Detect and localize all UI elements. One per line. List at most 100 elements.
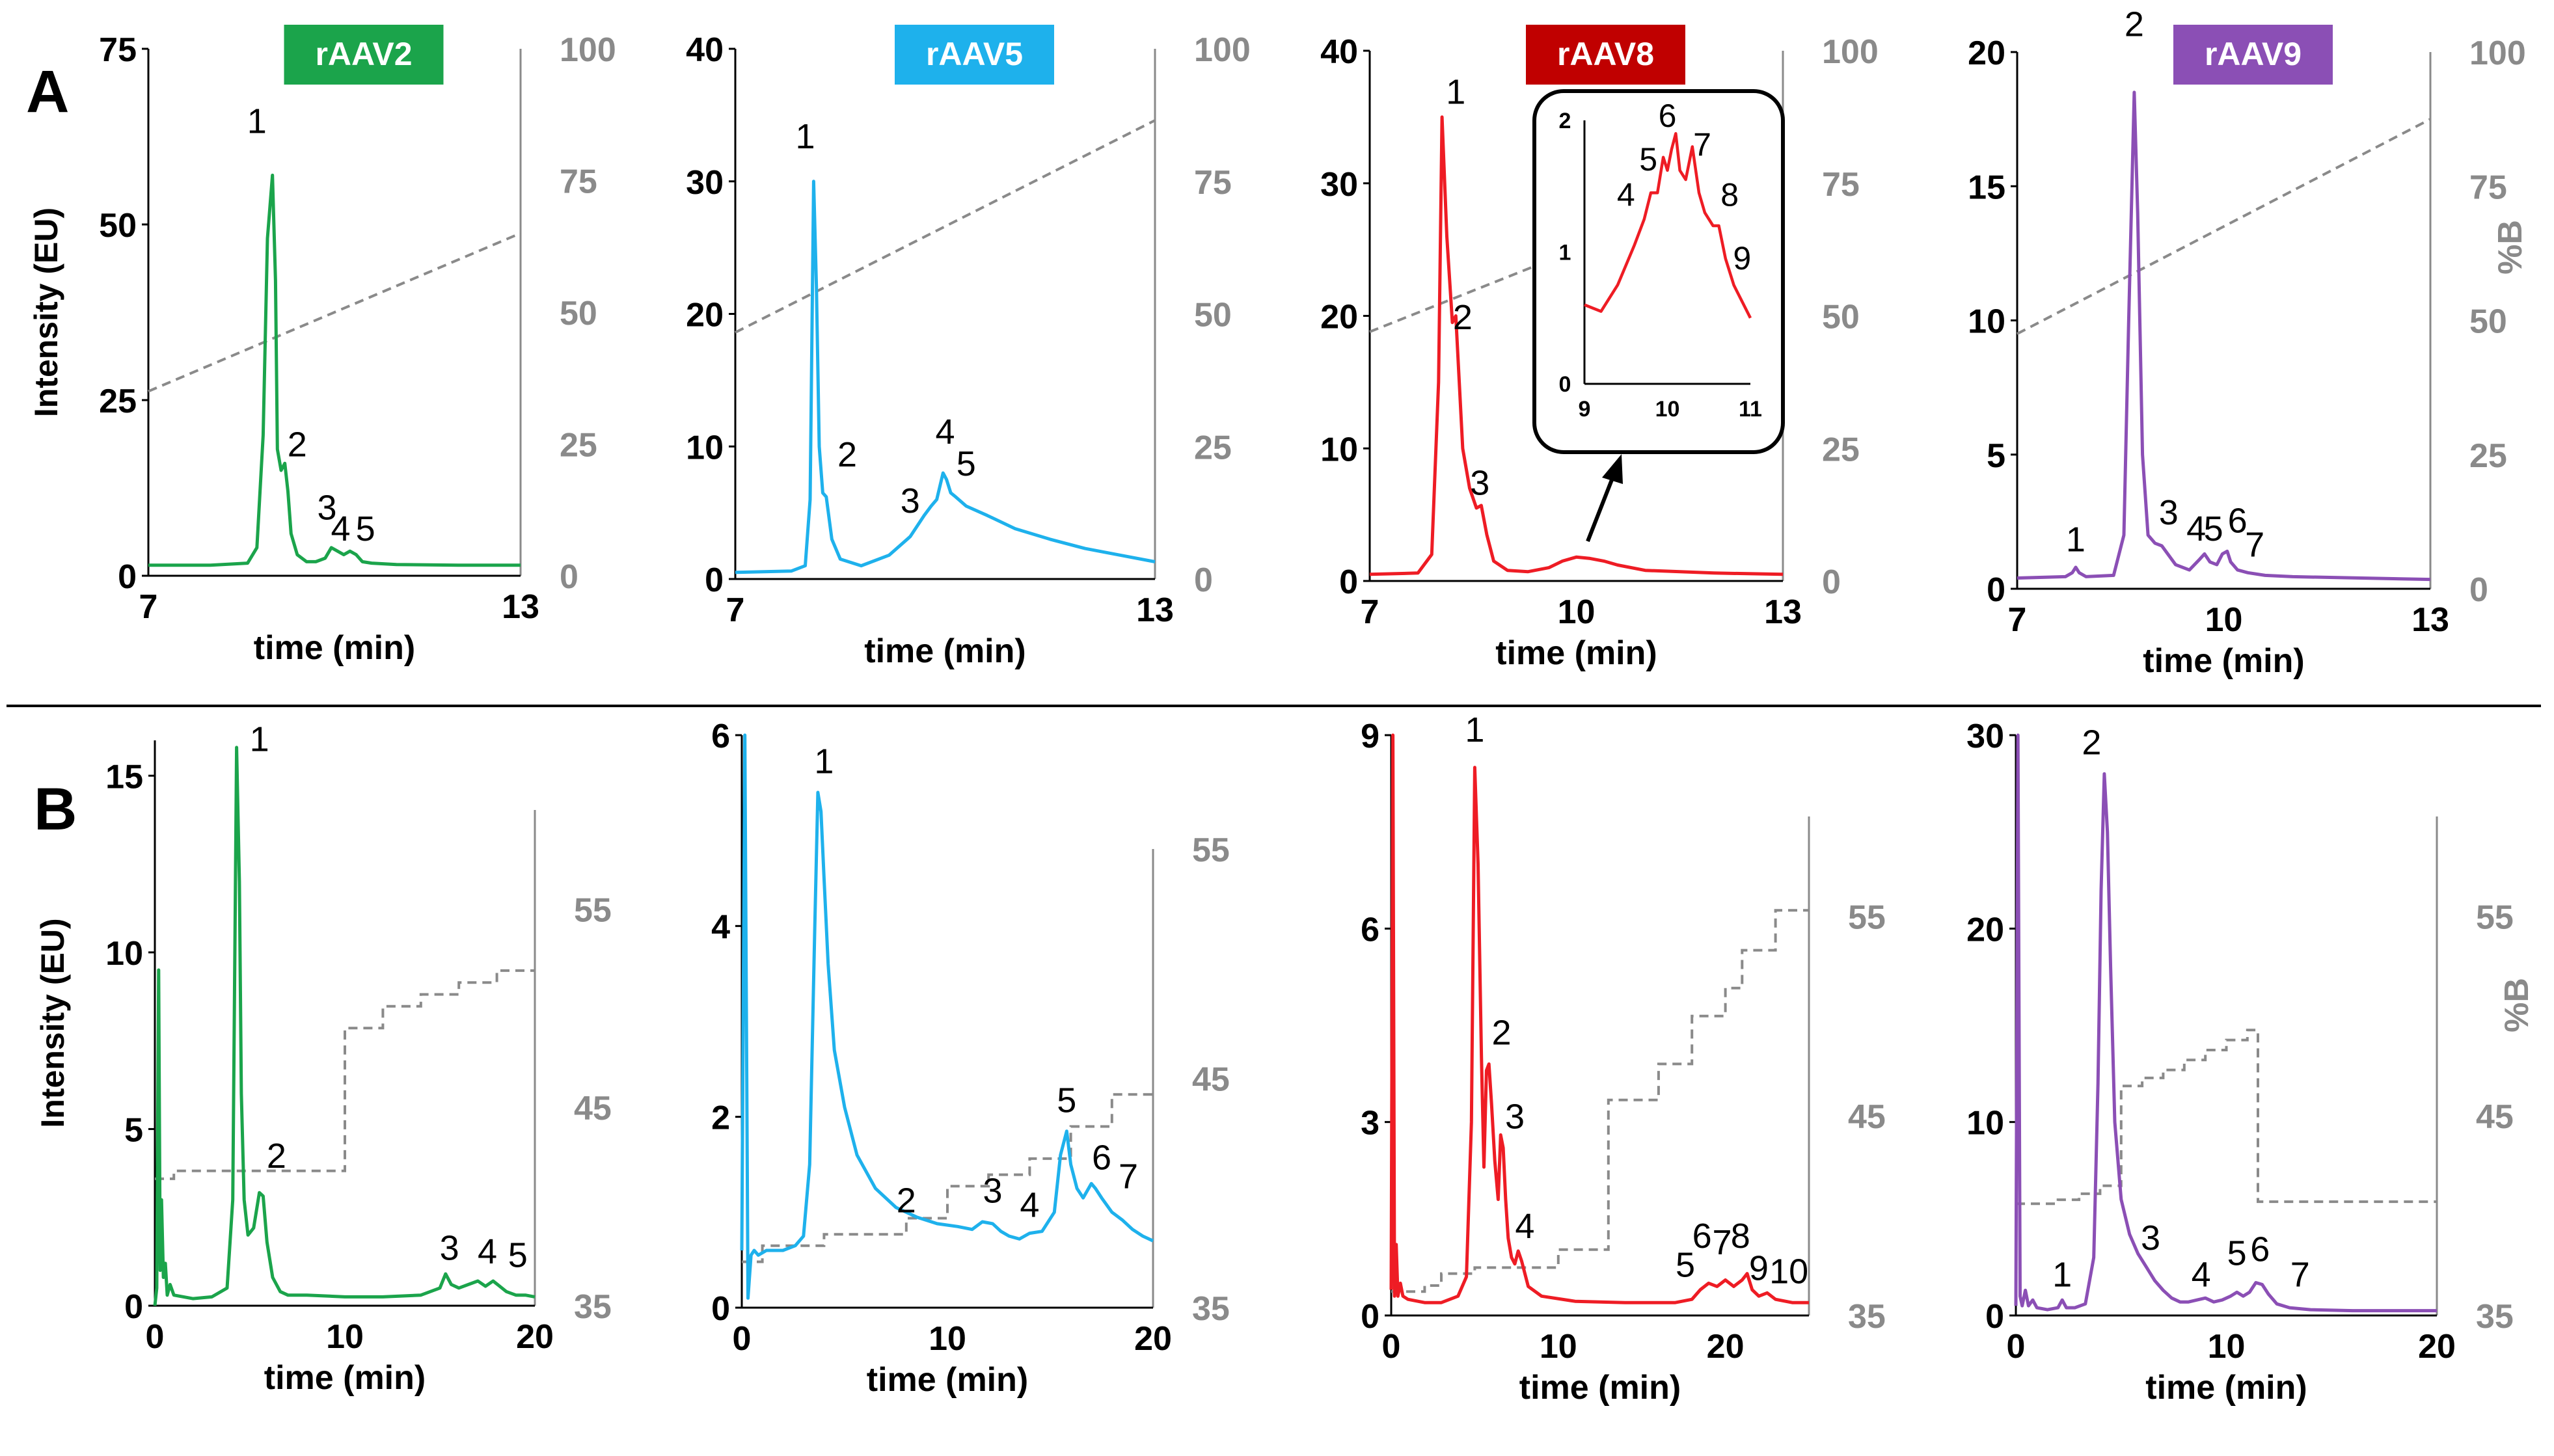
y-tick-label: 0	[1339, 563, 1358, 601]
x-tick-label: 0	[733, 1320, 752, 1358]
x-tick-label: 13	[1136, 591, 1174, 629]
badge-background	[284, 25, 444, 85]
badge-raav2: rAAV2	[284, 25, 444, 85]
peak-label: 5	[1676, 1246, 1695, 1285]
peak-label: 2	[288, 425, 307, 464]
y2-tick-label: 100	[1194, 31, 1251, 69]
y-tick-label: 20	[1966, 911, 2004, 949]
y2-tick-label: 35	[1192, 1290, 1230, 1328]
y2-tick-label: 45	[1848, 1098, 1886, 1136]
y-tick-label: 0	[705, 561, 724, 599]
peak-label: 2	[267, 1137, 286, 1176]
peak-label: 2	[2082, 723, 2101, 762]
inset-y-tick-label: 1	[1559, 241, 1571, 265]
y-tick-label: 5	[124, 1111, 143, 1149]
x-tick-label: 7	[139, 588, 158, 626]
y2-tick-label: 100	[1822, 33, 1879, 71]
gradient-line	[1391, 909, 1809, 1293]
badge-label: rAAV5	[926, 36, 1023, 72]
y-tick-label: 10	[1968, 303, 2005, 341]
y-tick-label: 0	[124, 1288, 143, 1326]
x-tick-label: 10	[929, 1320, 966, 1358]
gradient-line	[2017, 118, 2431, 335]
inset-series-line	[1584, 132, 1752, 319]
x-tick-label: 10	[2208, 1328, 2246, 1366]
y-tick-label: 15	[1968, 169, 2005, 206]
badge-raav5: rAAV5	[895, 25, 1054, 85]
x-tick-label: 13	[2411, 601, 2449, 639]
y2-tick-label: 0	[2469, 571, 2488, 609]
peak-label: 5	[508, 1235, 528, 1274]
peak-label: 1	[2052, 1255, 2072, 1294]
series-line-raav2	[148, 173, 521, 567]
peak-label: 3	[2141, 1219, 2160, 1258]
y-tick-label: 40	[1320, 33, 1358, 71]
badge-raav8: rAAV8	[1526, 25, 1685, 85]
y-tick-label: 0	[1987, 571, 2005, 609]
y-axis-label: Intensity (EU)	[28, 208, 64, 417]
y-tick-label: 6	[1361, 911, 1379, 949]
gradient-line	[742, 1093, 1153, 1263]
x-axis-label: time (min)	[2143, 642, 2304, 680]
gradient-line	[2016, 1029, 2437, 1206]
peak-label: 8	[1731, 1217, 1750, 1256]
inset-x-tick-label: 9	[1579, 397, 1591, 422]
x-tick-label: 20	[2418, 1328, 2456, 1366]
x-axis-label: time (min)	[264, 1359, 426, 1397]
badge-raav9: rAAV9	[2173, 25, 2333, 85]
peak-label: 2	[1453, 298, 1473, 337]
peak-label: 3	[2159, 493, 2179, 532]
x-tick-label: 13	[1764, 593, 1802, 631]
y-tick-label: 0	[711, 1290, 730, 1328]
inset-y-tick-label: 0	[1559, 372, 1571, 397]
peak-label: 6	[1092, 1138, 1111, 1177]
y-tick-label: 20	[686, 297, 724, 334]
peak-label: 4	[1515, 1207, 1534, 1246]
x-axis-label: time (min)	[254, 629, 415, 667]
series-line-raav5	[740, 733, 1154, 1300]
y2-tick-label: 75	[560, 163, 597, 201]
peak-label: 4	[935, 412, 955, 452]
peak-label: 7	[1712, 1223, 1732, 1262]
badge-background	[2173, 25, 2333, 85]
inset-x-tick-label: 10	[1655, 397, 1680, 422]
x-tick-label: 7	[726, 591, 745, 629]
peak-label: 1	[247, 102, 267, 141]
x-tick-label: 20	[1707, 1328, 1745, 1366]
peak-label: 5	[1057, 1081, 1076, 1120]
y2-tick-label: 25	[1822, 431, 1860, 468]
y2-tick-label: 25	[2469, 437, 2507, 475]
y2-tick-label: 55	[1848, 898, 1886, 936]
badge-background	[895, 25, 1054, 85]
y-tick-label: 4	[711, 908, 730, 946]
peak-label: 2	[837, 435, 857, 474]
series-line-raav2	[153, 746, 536, 1306]
peak-label: 3	[1470, 464, 1489, 503]
badge-background	[1526, 25, 1685, 85]
y-tick-label: 0	[118, 558, 137, 596]
peak-label: 4	[1020, 1186, 1039, 1225]
peak-label: 4	[331, 509, 351, 548]
y2-tick-label: 25	[1194, 429, 1232, 466]
y-tick-label: 30	[1320, 166, 1358, 204]
gradient-line	[735, 119, 1156, 334]
peak-label: 4	[2186, 509, 2206, 548]
x-tick-label: 20	[516, 1318, 554, 1356]
peak-label: 1	[795, 117, 815, 156]
inset-arrow-shaft	[1586, 477, 1614, 543]
peak-label: 1	[1465, 710, 1484, 749]
y2-axis-label: %B	[2492, 220, 2529, 275]
peak-label: 6	[1692, 1217, 1712, 1256]
y2-tick-label: 75	[1822, 166, 1860, 204]
y-tick-label: 9	[1361, 718, 1379, 755]
y2-tick-label: 100	[2469, 34, 2526, 72]
badge-label: rAAV8	[1557, 36, 1654, 72]
